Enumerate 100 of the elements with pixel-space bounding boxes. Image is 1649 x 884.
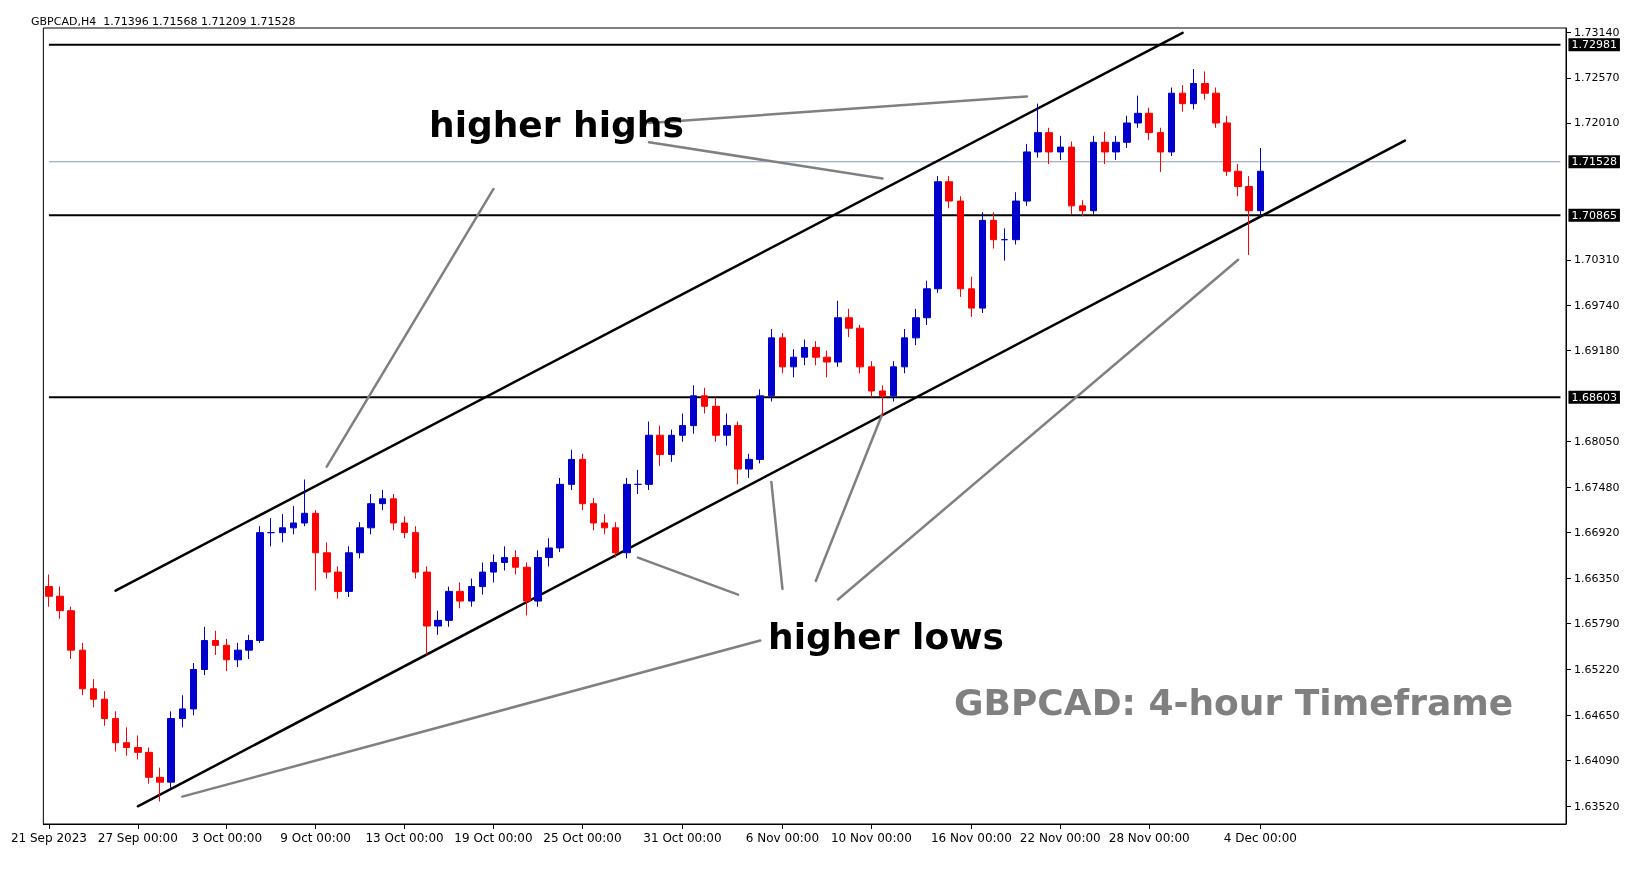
candlestick (56, 586, 64, 620)
candlestick (134, 734, 142, 761)
candlestick (356, 521, 364, 559)
y-tick-label: 1.68050 (1574, 435, 1620, 449)
candlestick (612, 521, 619, 559)
candlestick (601, 513, 608, 535)
candlestick (490, 553, 497, 584)
candlestick (212, 630, 219, 656)
x-tick-label: 13 Oct 00:00 (365, 831, 444, 845)
candlestick (634, 469, 642, 495)
candlestick (1234, 163, 1242, 197)
y-tick-label: 1.65220 (1574, 662, 1620, 676)
candlestick (979, 211, 986, 314)
candlestick (1123, 115, 1131, 149)
candlestick (1079, 199, 1086, 217)
candlestick (401, 516, 408, 539)
y-tick-label: 1.63520 (1574, 799, 1620, 813)
candlestick (145, 747, 153, 785)
x-tick-label: 21 Sep 2023 (10, 831, 87, 845)
candlestick (256, 525, 264, 644)
candlestick (1145, 107, 1153, 141)
candlestick (312, 509, 319, 592)
x-tick-label: 6 Nov 00:00 (745, 831, 820, 845)
candlestick (179, 694, 186, 728)
candlestick (712, 396, 720, 443)
candlestick (123, 726, 130, 757)
candlestick (679, 413, 686, 443)
x-tick-label: 3 Oct 00:00 (191, 831, 263, 845)
candlestick (912, 308, 920, 346)
candlestick (990, 211, 997, 250)
candlestick (390, 493, 397, 531)
candlestick (790, 348, 797, 378)
candlestick (245, 634, 253, 660)
candlestick (323, 541, 331, 580)
candlestick (1045, 127, 1053, 165)
candlestick (812, 340, 820, 366)
candlestick (1112, 135, 1120, 161)
candlestick (523, 561, 531, 617)
annotation: higher highs (429, 103, 684, 145)
candlestick (656, 425, 664, 467)
x-tick-label: 31 Oct 00:00 (643, 831, 722, 845)
candlestick (45, 574, 53, 608)
candlestick (101, 690, 108, 727)
candlestick (645, 421, 653, 491)
chart-title: GBPCAD,H4 1.71396 1.71568 1.71209 1.71528 (31, 15, 296, 28)
candlestick (112, 710, 119, 753)
x-tick-label: 9 Oct 00:00 (280, 831, 351, 845)
ref-line-label: 1.70865 (1571, 208, 1617, 222)
candlestick (568, 449, 575, 491)
y-tick-label: 1.70310 (1574, 253, 1620, 267)
candlestick (1090, 135, 1097, 215)
y-tick-label: 1.64090 (1574, 753, 1620, 767)
x-tick-label: 4 Dec 00:00 (1223, 831, 1297, 845)
candlestick (845, 308, 853, 338)
candlestick (190, 662, 197, 716)
candlestick (90, 678, 97, 708)
candlestick (1179, 84, 1186, 113)
candlestick (1023, 143, 1031, 207)
candlestick (556, 477, 564, 553)
y-tick-label: 1.73140 (1574, 25, 1620, 39)
ref-line-label: 1.68603 (1571, 390, 1617, 404)
candlestick (201, 626, 208, 676)
candlestick (512, 549, 519, 575)
candlestick (668, 429, 675, 463)
candlestick (301, 479, 308, 527)
candlestick (901, 328, 908, 374)
annotation: GBPCAD: 4-hour Timeframe (954, 681, 1514, 723)
candlestick (1257, 147, 1264, 217)
candlestick (923, 280, 931, 326)
candlestick (968, 276, 975, 318)
candlestick (79, 642, 86, 696)
candlestick (468, 578, 475, 608)
x-tick-label: 10 Nov 00:00 (830, 831, 912, 845)
y-tick-label: 1.72570 (1574, 71, 1620, 85)
candlestick (623, 477, 631, 559)
candlestick (379, 489, 386, 511)
x-tick-label: 16 Nov 00:00 (930, 831, 1012, 845)
candlestick (1034, 103, 1042, 159)
candlestick (1245, 175, 1253, 256)
y-tick-label: 1.69180 (1574, 344, 1620, 358)
candlestick (823, 350, 831, 378)
candlestick (367, 493, 375, 535)
candlestick (1168, 87, 1175, 157)
candlestick (1212, 87, 1220, 129)
candlestick (868, 360, 875, 398)
candlestick (879, 384, 886, 417)
candlestick (1012, 191, 1020, 246)
candlestick (234, 642, 242, 668)
y-tick-label: 1.64650 (1574, 708, 1620, 722)
candlestick (445, 586, 453, 628)
candlestick (590, 497, 597, 531)
candlestick (267, 517, 275, 547)
x-tick-label: 28 Nov 00:00 (1108, 831, 1190, 845)
candlestick (223, 638, 230, 672)
candlestick (279, 513, 286, 543)
candlestick (1134, 95, 1142, 129)
y-tick-label: 1.67480 (1574, 481, 1620, 495)
candlestick (434, 610, 442, 636)
candlestick (412, 525, 419, 580)
candlestick (545, 537, 553, 567)
